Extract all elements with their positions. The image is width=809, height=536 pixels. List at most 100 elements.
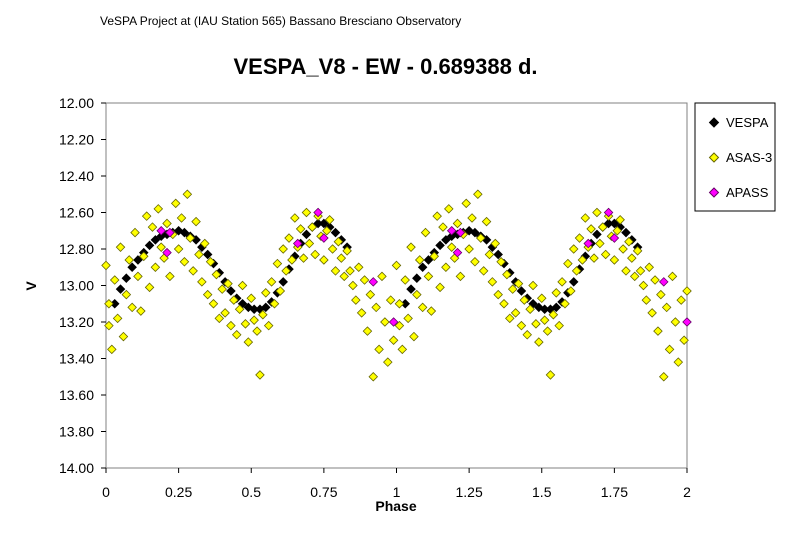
data-point <box>481 216 492 227</box>
legend-item-apass: APASS <box>708 185 769 200</box>
y-tick-label: 13.00 <box>59 278 94 294</box>
data-point <box>473 189 483 200</box>
data-point <box>261 302 271 313</box>
data-point <box>417 262 428 273</box>
legend-label-asas3: ASAS-3 <box>726 150 772 165</box>
data-point <box>534 302 544 313</box>
y-tick-label: 13.20 <box>59 314 94 330</box>
data-point <box>499 298 509 309</box>
data-point <box>252 326 262 336</box>
data-point <box>583 238 593 249</box>
data-point <box>263 320 274 331</box>
data-point <box>653 326 663 336</box>
data-point <box>592 207 602 218</box>
data-point <box>534 337 544 347</box>
data-point <box>455 227 466 238</box>
y-tick-label: 12.80 <box>59 241 94 257</box>
data-point <box>336 253 347 263</box>
data-point <box>179 227 190 238</box>
x-tick-label: 0.75 <box>310 484 337 500</box>
data-point <box>162 218 172 229</box>
data-point <box>359 275 370 285</box>
data-point <box>647 308 657 318</box>
data-point <box>258 309 268 320</box>
data-point <box>502 269 512 280</box>
data-point <box>368 277 379 287</box>
data-point <box>269 298 280 309</box>
y-tick-label: 13.40 <box>59 351 94 367</box>
data-point <box>641 295 652 305</box>
data-point <box>621 266 631 276</box>
data-point <box>162 247 172 258</box>
data-point <box>452 218 463 229</box>
data-point <box>156 225 166 236</box>
data-point <box>679 335 689 346</box>
data-point <box>261 288 271 298</box>
data-point <box>112 313 123 324</box>
data-point <box>368 371 379 382</box>
data-point <box>615 215 625 225</box>
data-point <box>170 198 181 209</box>
x-tick-label: 2 <box>683 484 691 500</box>
data-point <box>356 308 367 318</box>
data-point <box>301 229 312 240</box>
data-point <box>470 227 480 238</box>
data-point <box>580 213 591 223</box>
data-point <box>423 271 434 282</box>
data-point <box>545 370 556 380</box>
data-point <box>507 284 518 294</box>
data-point <box>295 224 306 234</box>
data-point <box>632 246 643 256</box>
data-point <box>406 242 416 252</box>
data-point <box>109 275 120 285</box>
series-apass <box>156 207 692 327</box>
legend-marker-asas3 <box>708 152 720 163</box>
data-point <box>292 238 303 249</box>
data-point <box>141 211 152 221</box>
data-point <box>420 227 431 238</box>
data-point <box>516 320 527 331</box>
data-point <box>412 289 422 300</box>
project-header: VeSPA Project at (IAU Station 565) Bassa… <box>100 14 462 28</box>
data-point <box>496 257 506 267</box>
data-point <box>374 344 384 355</box>
data-point <box>104 298 114 309</box>
data-point <box>650 275 660 285</box>
data-point <box>223 278 233 289</box>
data-point <box>478 266 489 276</box>
data-point <box>475 233 486 243</box>
data-point <box>409 331 419 342</box>
data-point <box>516 286 527 296</box>
data-point <box>412 273 422 283</box>
data-point <box>246 293 257 304</box>
data-point <box>211 269 222 280</box>
data-point <box>133 271 143 282</box>
data-point <box>339 271 349 282</box>
data-point <box>101 260 111 271</box>
data-point <box>644 262 655 273</box>
data-point <box>417 302 428 313</box>
data-point <box>136 306 146 316</box>
data-point <box>510 308 521 318</box>
data-point <box>391 260 402 271</box>
data-point <box>589 253 599 263</box>
data-point <box>554 320 564 331</box>
data-point <box>568 244 579 254</box>
data-point <box>301 207 312 218</box>
data-point <box>115 242 126 252</box>
y-axis-title: V <box>23 281 39 291</box>
data-point <box>467 213 477 223</box>
data-point <box>179 257 190 267</box>
data-point <box>121 273 132 283</box>
data-point <box>138 251 149 262</box>
data-point <box>313 207 323 218</box>
data-point <box>353 262 364 273</box>
data-point <box>234 304 245 314</box>
legend-item-asas3: ASAS-3 <box>708 150 772 165</box>
data-point <box>493 289 503 300</box>
data-point <box>130 227 140 238</box>
data-point <box>191 216 201 227</box>
data-point <box>531 319 541 329</box>
data-point <box>197 277 207 287</box>
